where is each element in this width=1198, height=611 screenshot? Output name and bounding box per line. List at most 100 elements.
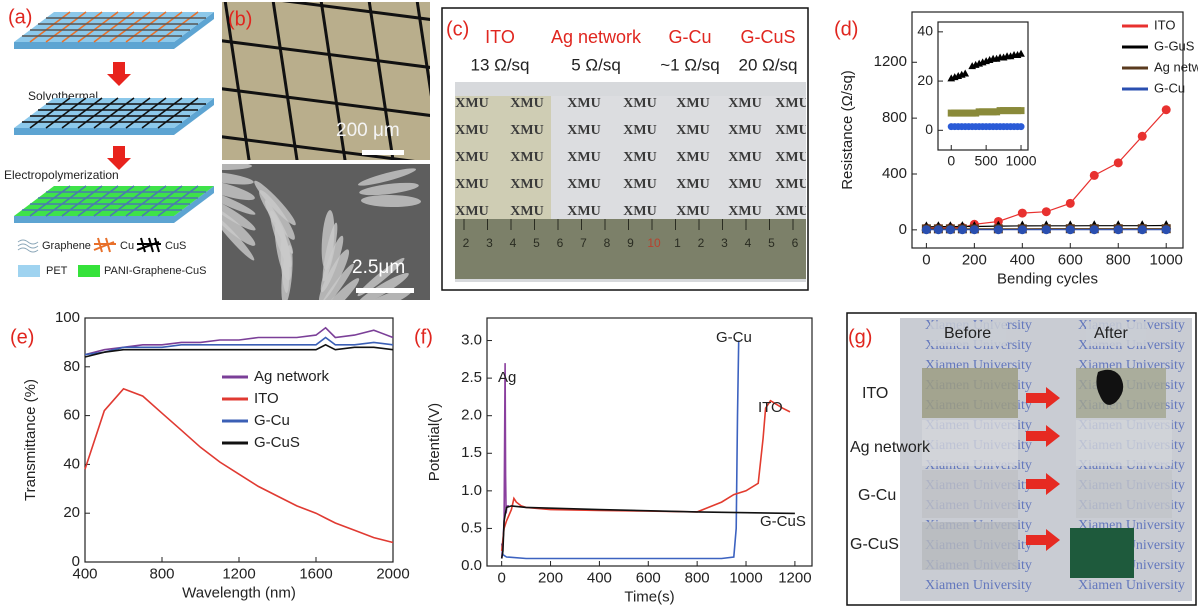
slab-grid	[77, 97, 119, 129]
ito-sample	[455, 96, 551, 220]
y-tick-label: 0.0	[461, 557, 482, 574]
x-tick-label: 800	[149, 566, 174, 583]
x-tick-label: 1600	[299, 566, 332, 583]
stamp-text: XMU	[567, 150, 600, 165]
arrow	[1026, 473, 1060, 495]
x-tick-label: 1000	[1150, 252, 1183, 269]
stamp-text: XMU	[567, 123, 600, 138]
film-sample	[551, 96, 806, 220]
stamp-text: XMU	[728, 150, 761, 165]
grid-wire	[319, 2, 347, 160]
marker	[1089, 170, 1099, 180]
marker	[1041, 207, 1051, 217]
sample-before	[922, 470, 1018, 518]
flake	[316, 278, 360, 300]
legend-label: G-GuS	[1154, 38, 1195, 53]
plot-frame	[937, 21, 1029, 151]
slab-grid	[45, 11, 87, 43]
marker	[1113, 225, 1123, 235]
plot-frame	[84, 317, 394, 563]
ruler-label: 4	[510, 236, 517, 250]
legend: Graphene Cu CuS PET PANI-Graphene-CuS	[17, 237, 207, 277]
legend-icon	[136, 237, 161, 253]
sample-after	[1076, 420, 1172, 466]
x-tick-label: 0	[497, 570, 505, 587]
series-label: G-Cu	[716, 329, 752, 346]
marker	[1017, 208, 1027, 218]
arrow	[107, 62, 131, 86]
marker	[945, 225, 955, 235]
y-axis-label: Transmittance (%)	[22, 379, 39, 501]
grid-wire	[222, 135, 415, 160]
damage	[1096, 369, 1124, 405]
slab-grid	[157, 11, 199, 43]
x-tick-label: 800	[1106, 252, 1131, 269]
sample-before	[922, 420, 1018, 466]
sample-before	[922, 368, 1018, 418]
x-tick-label: 1000	[729, 570, 762, 587]
x-tick-label: 1000	[1005, 153, 1036, 169]
label-backdrop	[930, 322, 1006, 346]
label-backdrop	[1086, 322, 1146, 346]
ruler-label: 1	[674, 236, 681, 250]
legend-label: PANI-Graphene-CuS	[104, 265, 207, 277]
stamp-text: XMU	[775, 150, 808, 165]
y-axis-label: Resistance (Ω/sq)	[839, 70, 856, 190]
row-label: G-CuS	[850, 536, 899, 553]
ruler-marks: 2 3 4 5 6 7 8 9 10 1 2 3 4 5 6	[463, 219, 799, 250]
scale-bar	[356, 288, 414, 293]
marker	[933, 225, 943, 235]
slab-grid	[93, 97, 135, 129]
x-tick-label: 200	[962, 252, 987, 269]
sample-label: G-Cu	[668, 27, 711, 47]
y-tick-label: 3.0	[461, 332, 482, 349]
y-tick-label: 60	[63, 407, 80, 424]
slab-side	[174, 186, 214, 223]
marker	[993, 225, 1003, 235]
x-tick-label: 200	[538, 570, 563, 587]
marker	[1041, 225, 1051, 235]
x-tick-label: 400	[72, 566, 97, 583]
sample-label: G-CuS	[740, 27, 795, 47]
grid-wire	[222, 39, 430, 69]
legend-swatch	[18, 265, 40, 277]
slab-side	[14, 128, 174, 135]
slab-grid	[125, 97, 167, 129]
slab-grid	[157, 185, 199, 217]
marker	[1161, 105, 1171, 115]
scale-bar	[362, 150, 404, 155]
x-tick-label: 2000	[376, 566, 409, 583]
slab-side	[14, 42, 174, 49]
stamp-text: XMU	[623, 204, 656, 219]
x-tick-label: 1200	[222, 566, 255, 583]
slab-grid	[93, 11, 135, 43]
sample-label: Ag network	[551, 27, 642, 47]
x-tick-label: 1200	[778, 570, 811, 587]
x-tick-label: 0	[922, 252, 930, 269]
series-line	[500, 340, 740, 560]
row-label: Ag network	[850, 439, 931, 456]
flake	[222, 206, 256, 246]
x-tick-label: 800	[685, 570, 710, 587]
series-label: Ag	[498, 369, 516, 386]
marker	[1089, 225, 1099, 235]
ruler-label: 5	[768, 236, 775, 250]
slab-grid	[109, 97, 151, 129]
sheet-resistance: 20 Ω/sq	[738, 55, 797, 74]
stamp-text: XMU	[510, 177, 543, 192]
legend-label: Graphene	[42, 240, 91, 252]
flake	[361, 194, 421, 208]
ruler-label: 2	[698, 236, 705, 250]
marker	[1065, 225, 1075, 235]
marker	[1113, 158, 1123, 168]
marker	[1017, 123, 1025, 131]
legend-label: ITO	[1154, 17, 1175, 32]
stamp-text: XMU	[775, 123, 808, 138]
stamp-text: XMU	[510, 204, 543, 219]
y-tick-label: 400	[882, 165, 907, 182]
stamp-text: XMU	[775, 177, 808, 192]
slab-side	[14, 216, 174, 223]
ruler-label: 10	[647, 236, 661, 250]
y-tick-label: 0	[925, 121, 933, 137]
